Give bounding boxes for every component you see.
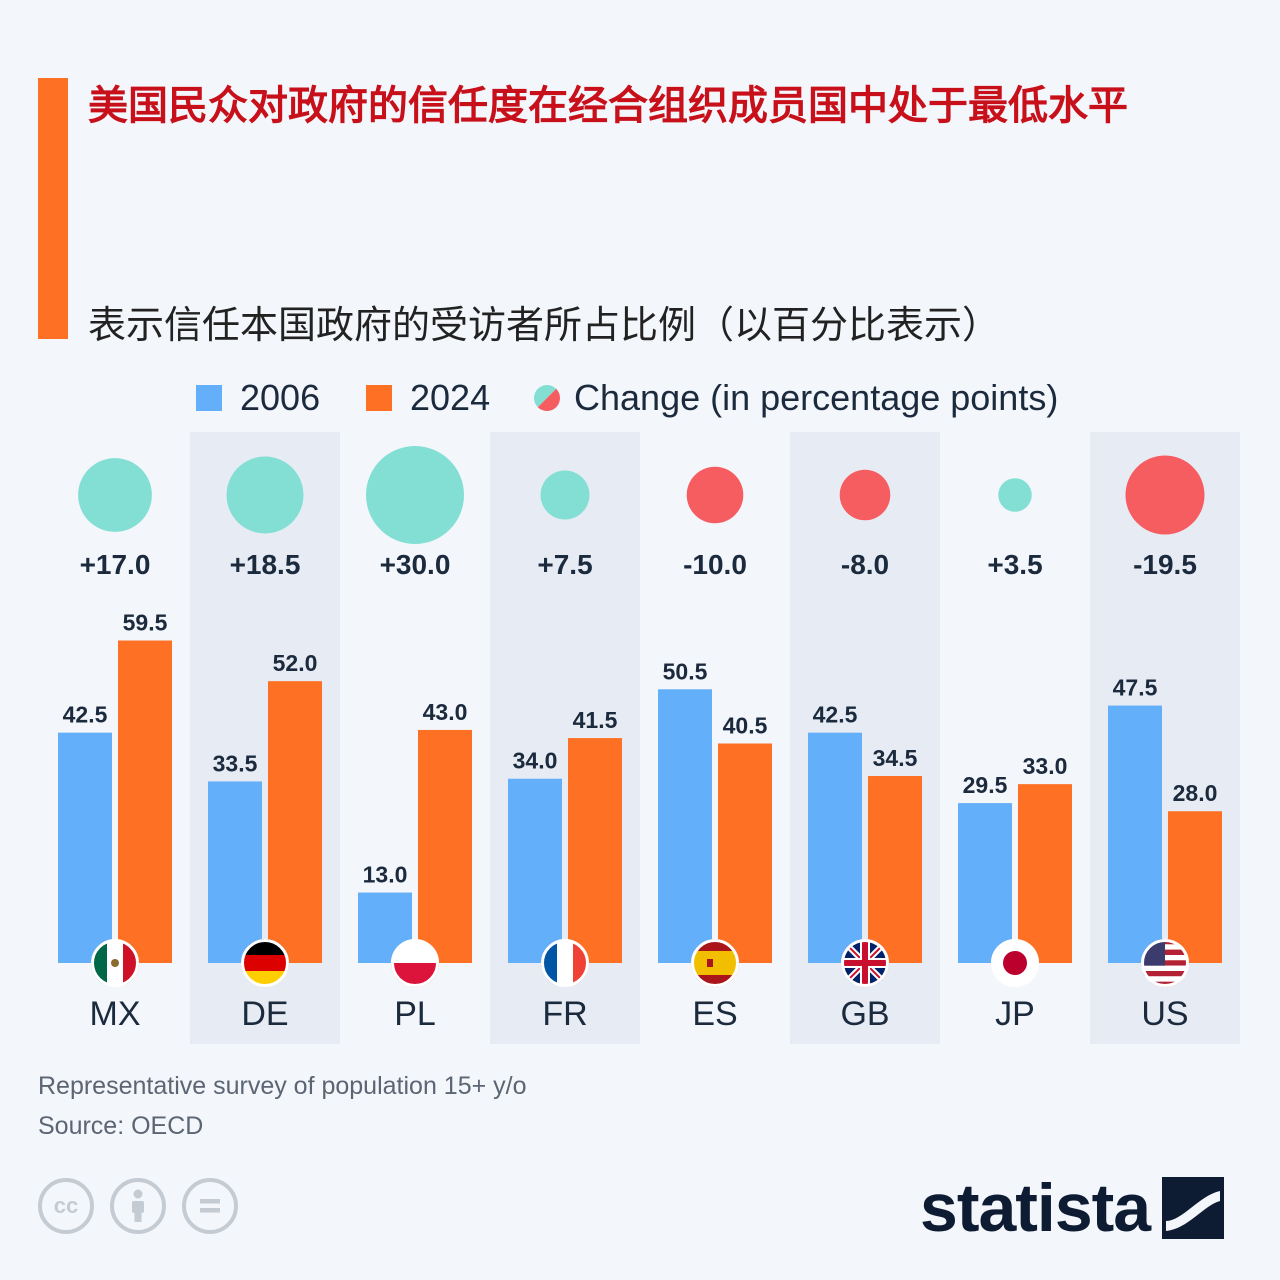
bar-2024 <box>868 776 922 963</box>
statista-logo: statista <box>920 1168 1225 1248</box>
bar-2006 <box>58 732 112 963</box>
flag-germany-icon <box>241 939 289 987</box>
cc-icon[interactable]: cc <box>38 1178 94 1234</box>
change-label: +18.5 <box>230 549 301 580</box>
statista-mark-icon <box>1162 1177 1225 1239</box>
value-label-2024: 41.5 <box>573 707 618 733</box>
category-label: MX <box>90 995 141 1033</box>
flag-mexico-icon <box>91 939 139 987</box>
category-label: DE <box>241 995 288 1033</box>
legend-swatch-2006 <box>196 385 222 411</box>
bar-2006 <box>208 781 262 963</box>
brand-name: statista <box>920 1170 1151 1246</box>
value-label-2006: 29.5 <box>963 772 1008 798</box>
flag-uk-icon <box>841 939 889 987</box>
value-label-2024: 28.0 <box>1173 780 1218 806</box>
change-label: -10.0 <box>683 549 747 580</box>
change-circle <box>686 466 744 524</box>
change-circle <box>366 446 464 544</box>
legend-label-2024: 2024 <box>410 377 491 418</box>
flag-poland-icon <box>391 939 439 987</box>
flag-france-icon <box>541 939 589 987</box>
legend: 2006 2024 Change (in percentage points) <box>0 372 1280 424</box>
bar-2024 <box>118 640 172 963</box>
value-label-2024: 43.0 <box>423 699 468 725</box>
flag-usa-icon <box>1141 939 1189 987</box>
value-label-2024: 52.0 <box>273 650 318 676</box>
category-fr: +7.5 34.0 41.5 FR <box>490 432 640 1044</box>
bar-2006 <box>508 778 562 963</box>
bar-2024 <box>568 738 622 963</box>
category-jp: +3.5 29.5 33.0 JP <box>958 478 1072 1033</box>
change-label: +17.0 <box>80 549 151 580</box>
flag-spain-icon <box>691 939 739 987</box>
change-circle <box>226 456 304 534</box>
category-label: US <box>1141 995 1188 1033</box>
legend-item-2024: 2024 <box>366 372 490 424</box>
legend-item-2006: 2006 <box>196 372 320 424</box>
change-label: -19.5 <box>1133 549 1197 580</box>
category-mx: +17.0 42.5 59.5 MX <box>58 458 172 1033</box>
bar-2024 <box>1168 811 1222 963</box>
value-label-2006: 42.5 <box>813 702 858 728</box>
license-icons: cc <box>38 1178 238 1234</box>
bar-2006 <box>1108 705 1162 963</box>
legend-label-change: Change (in percentage points) <box>574 377 1059 418</box>
change-label: -8.0 <box>841 549 889 580</box>
change-circle-icon <box>534 385 560 411</box>
change-label: +3.5 <box>987 549 1042 580</box>
change-circle <box>1125 455 1205 535</box>
change-circle <box>78 458 152 532</box>
bar-2006 <box>958 803 1012 963</box>
survey-note: Representative survey of population 15+ … <box>38 1072 527 1100</box>
footnote: Representative survey of population 15+ … <box>38 1066 527 1146</box>
category-us: -19.5 47.5 28.0 US <box>1090 432 1240 1044</box>
bar-2006 <box>658 689 712 963</box>
bar-2024 <box>1018 784 1072 963</box>
category-label: PL <box>394 995 436 1033</box>
legend-item-change: Change (in percentage points) <box>534 372 1058 424</box>
title-accent-bar <box>38 78 68 339</box>
value-label-2024: 34.5 <box>873 745 918 771</box>
value-label-2024: 40.5 <box>723 712 768 738</box>
bar-2006 <box>808 732 862 963</box>
attribution-icon[interactable] <box>110 1178 166 1234</box>
value-label-2006: 13.0 <box>363 862 408 888</box>
chart-subtitle: 表示信任本国政府的受访者所占比例（以百分比表示） <box>88 305 1001 347</box>
legend-label-2006: 2006 <box>240 377 321 418</box>
change-label: +7.5 <box>537 549 592 580</box>
change-circle <box>839 469 891 521</box>
value-label-2006: 33.5 <box>213 750 258 776</box>
category-label: GB <box>840 995 889 1033</box>
category-label: FR <box>542 995 587 1033</box>
value-label-2006: 34.0 <box>513 748 558 774</box>
bar-2024 <box>268 681 322 963</box>
change-circle <box>998 478 1032 512</box>
category-label: ES <box>692 995 737 1033</box>
chart-title: 美国民众对政府的信任度在经合组织成员国中处于最低水平 <box>88 84 1128 128</box>
category-pl: +30.0 13.0 43.0 PL <box>358 446 472 1033</box>
category-es: -10.0 50.5 40.5 ES <box>658 466 772 1033</box>
value-label-2024: 33.0 <box>1023 753 1068 779</box>
change-circle <box>540 470 590 520</box>
bar-2024 <box>718 743 772 963</box>
flag-japan-icon <box>991 939 1039 987</box>
value-label-2024: 59.5 <box>123 610 168 636</box>
category-label: JP <box>995 995 1035 1033</box>
change-label: +30.0 <box>380 549 451 580</box>
category-gb: -8.0 42.5 34.5 GB <box>790 432 940 1044</box>
value-label-2006: 47.5 <box>1113 675 1158 701</box>
value-label-2006: 50.5 <box>663 658 708 684</box>
bar-chart: +17.0 42.5 59.5 MX +18.5 33.5 52.0 DE +30.0 13.0 4… <box>58 432 1240 1044</box>
no-derivatives-icon[interactable] <box>182 1178 238 1234</box>
value-label-2006: 42.5 <box>63 702 108 728</box>
category-de: +18.5 33.5 52.0 DE <box>190 432 340 1044</box>
legend-swatch-2024 <box>366 385 392 411</box>
source-note: Source: OECD <box>38 1112 204 1140</box>
bar-2024 <box>418 729 472 963</box>
